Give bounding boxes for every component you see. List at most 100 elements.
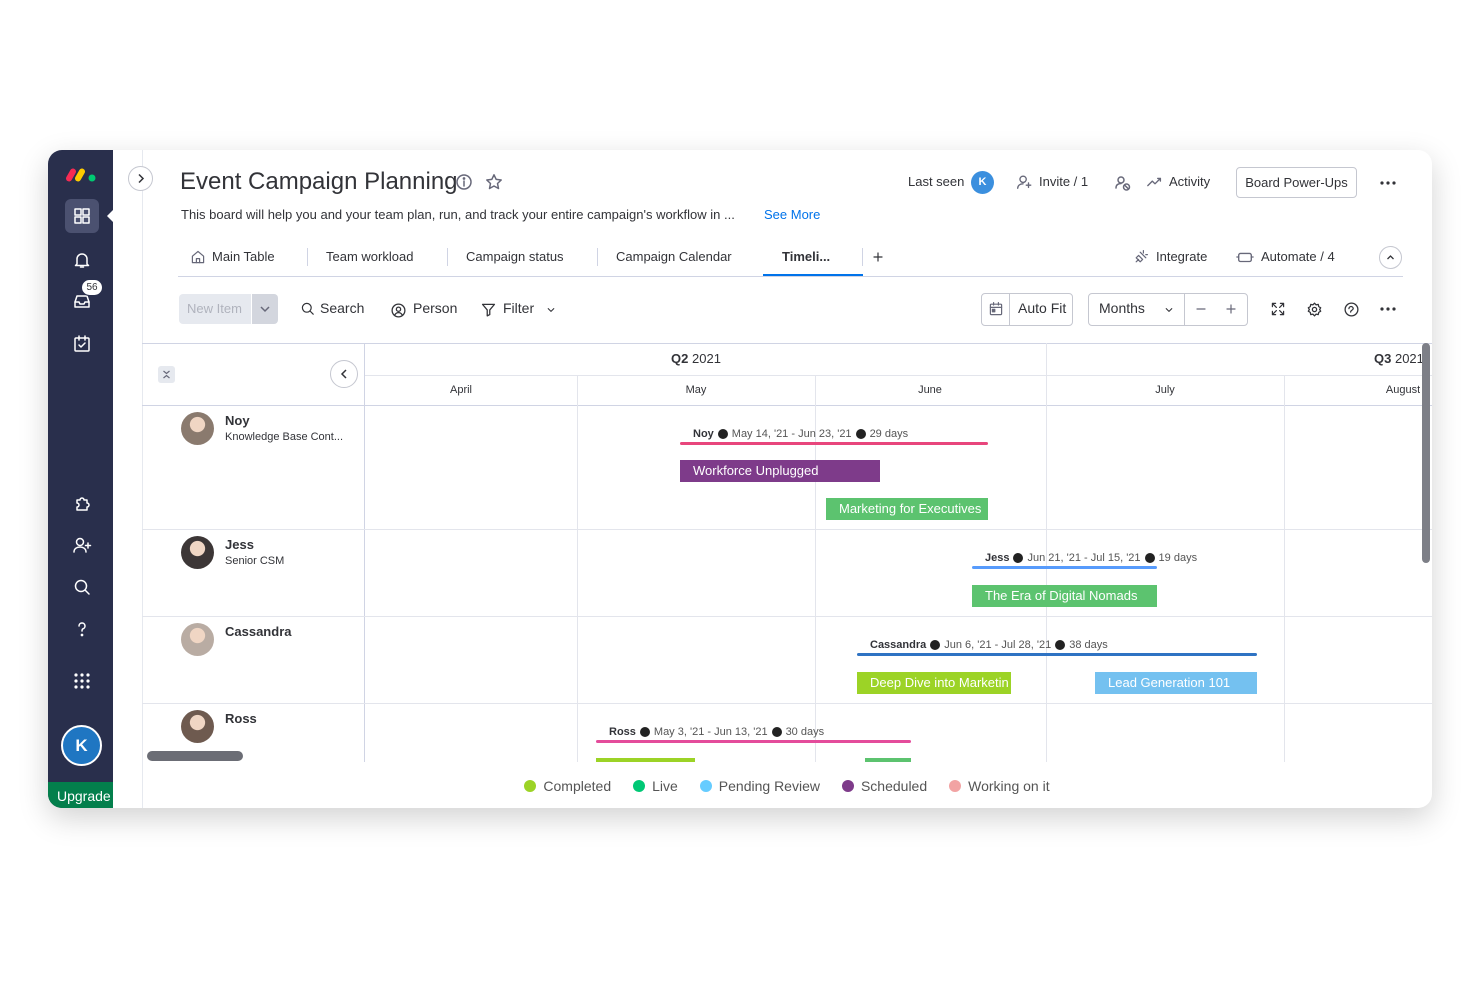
quarter-name: Q3 [1374,351,1392,366]
summary-span-line [857,653,1257,656]
icon-circle [75,537,85,547]
summary-dot [717,429,728,439]
icon-path [260,306,270,313]
icon-rect [991,308,996,313]
icon-path [1147,177,1162,187]
last-seen-label: Last seen [908,173,965,189]
timeline-item[interactable]: Deep Dive into Marketin [857,672,1011,694]
summary-span-line [596,740,911,743]
view-tab[interactable]: Campaign status [466,248,564,264]
zoom-in-button[interactable] [1223,301,1239,317]
icon-circle [74,685,78,689]
button-divider [1009,294,1010,325]
zoom-divider [1184,294,1185,325]
view-tab[interactable]: Campaign Calendar [616,248,732,264]
icon-circle [86,679,90,683]
favorite-icon[interactable] [484,172,504,192]
active-nav [65,199,99,233]
person-role: Senior CSM [225,555,285,568]
summary-name: Cassandra [870,639,927,651]
timeline-item[interactable]: Marketing for Executives [826,498,988,520]
view-tab[interactable]: Main Table [212,248,275,264]
timeline-item[interactable]: Workforce Unplugged [680,460,880,482]
icon-svg [1135,250,1148,263]
settings-button[interactable] [1306,301,1323,318]
zoom-dropdown[interactable]: Months [1099,300,1145,317]
icon-circle [1311,306,1317,312]
auto-fit-button[interactable] [981,293,1073,326]
invite-members-icon[interactable] [72,535,92,555]
my-work-icon[interactable] [72,334,92,354]
zoom-out-button[interactable] [1193,301,1209,317]
summary-dot [639,727,650,737]
activity-button[interactable]: Activity [1169,173,1211,189]
legend-item: Completed [524,778,611,794]
icon-path [191,250,205,264]
integrations-icon[interactable] [1113,173,1133,193]
auto-fit-label: Auto Fit [1018,300,1067,317]
icon-path [309,310,314,315]
new-item-button[interactable]: New Item [179,294,251,324]
icon-circle [74,579,88,593]
person-name: Ross [225,710,257,726]
info-icon[interactable] [454,172,474,192]
calendar-icon [988,301,1004,317]
icon-svg [1307,301,1321,317]
search-button[interactable]: Search [320,300,365,317]
timeline-item[interactable]: The Era of Digital Nomads [972,585,1157,607]
view-tab[interactable]: Timeli... [782,248,831,264]
person-avatar [181,710,214,743]
expand-button[interactable] [128,166,153,191]
view-tab[interactable]: Team workload [326,248,414,264]
workspace-icon[interactable] [72,206,92,226]
apps-icon[interactable] [72,493,92,513]
fullscreen-button[interactable] [1270,301,1286,317]
feedback-button[interactable] [1343,301,1360,318]
collapse-header-button[interactable] [1379,246,1402,269]
icon-path [73,546,87,553]
scroll-back-button[interactable] [330,360,358,388]
icon-path [163,370,170,379]
icon-circle [1019,175,1027,184]
search-icon[interactable] [72,577,92,597]
inbox-icon[interactable] [72,291,92,311]
icon-rect [82,208,90,216]
icon-path [1347,305,1354,313]
icon-svg [1115,176,1131,191]
upgrade-link[interactable]: Upgrade [57,788,111,805]
icon-circle [1117,176,1125,184]
see-more-link[interactable]: See More [764,206,821,222]
icon-svg [1236,252,1254,263]
integrate-button[interactable]: Integrate [1156,248,1208,264]
header-bottom-border [142,405,1432,406]
automate-button[interactable]: Automate / 4 [1261,248,1335,264]
collapse-all-button[interactable] [158,366,175,383]
partial-item [596,758,695,762]
icon-circle [88,174,96,182]
icon-circle [1380,307,1384,311]
icon-path [481,303,495,317]
summary-duration: 30 days [785,726,825,738]
power-ups-button[interactable]: Board Power-Ups [1236,167,1357,198]
add-view-button[interactable] [870,249,886,265]
icon-circle [80,679,84,683]
legend-item: Scheduled [841,778,927,794]
summary-duration: 19 days [1158,552,1198,564]
more-menu[interactable] [1378,173,1398,193]
toolbar-more-menu[interactable] [1378,299,1398,319]
person-filter-button[interactable]: Person [413,300,458,317]
person-name: Noy [225,412,250,428]
user-avatar[interactable]: K [61,725,102,766]
icon-svg [76,497,90,511]
products-icon[interactable] [72,671,92,691]
new-item-dropdown[interactable] [252,294,278,324]
invite-button[interactable]: Invite / 1 [1039,173,1089,189]
help-icon[interactable] [72,619,92,639]
filter-button[interactable]: Filter [503,300,535,317]
notifications-icon[interactable] [72,250,92,270]
icon-circle [86,673,90,677]
timeline-item[interactable]: Lead Generation 101 [1095,672,1257,694]
quarter-label: Q3 2021 [1374,350,1434,368]
active-tab-underline [763,274,863,276]
